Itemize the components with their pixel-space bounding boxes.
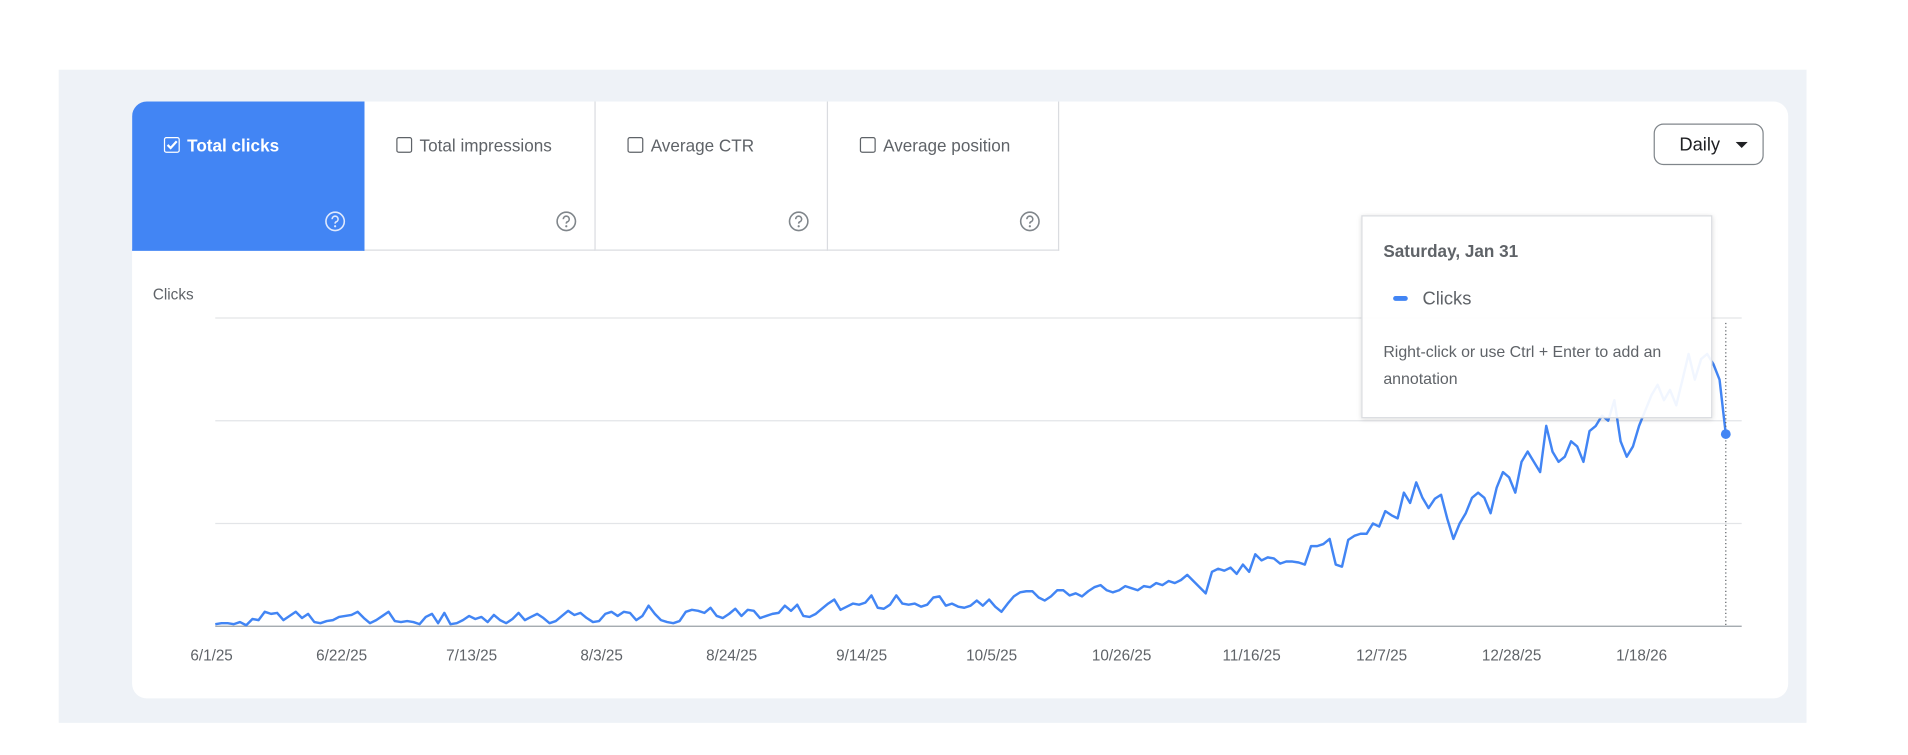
tab-label: Average CTR xyxy=(650,135,755,156)
x-tick-label: 11/16/25 xyxy=(1222,647,1280,664)
x-tick-label: 8/3/25 xyxy=(580,647,622,664)
tab-label: Total clicks xyxy=(187,135,280,156)
plot: Clicks 6/1/25 6/22/25 7/13/25 8/3/25 8/24/25… xyxy=(153,287,1742,664)
series-line xyxy=(215,352,1728,627)
granularity-dropdown[interactable]: Daily xyxy=(1653,123,1764,166)
checkbox xyxy=(163,136,180,153)
chart: Clicks 6/1/25 6/22/25 7/13/25 8/3/25 8/24/25… xyxy=(153,287,1742,664)
dropdown-label: Daily xyxy=(1679,134,1721,156)
tooltip-date: Saturday, Jan 31 xyxy=(1383,240,1519,261)
metric-tab[interactable]: Average CTR xyxy=(595,101,829,251)
tooltip: Saturday, Jan 31 Clicks Right-click or u… xyxy=(1361,215,1713,419)
x-tick-label: 1/18/26 xyxy=(1616,647,1667,664)
tab-label: Average position xyxy=(883,135,1011,156)
x-tick-label: 10/5/25 xyxy=(966,647,1017,664)
x-tick-label: 7/13/25 xyxy=(446,647,497,664)
y-axis-label: Clicks xyxy=(153,287,194,304)
hover-point xyxy=(1720,429,1731,439)
dropdown-arrow xyxy=(1735,141,1748,148)
metric-tab[interactable]: Average position xyxy=(828,101,1060,251)
help-icon[interactable] xyxy=(324,210,346,232)
tooltip-series: Clicks xyxy=(1422,288,1472,310)
x-tick-label: 6/22/25 xyxy=(316,647,367,664)
x-tick-label: 8/24/25 xyxy=(706,647,757,664)
checkbox xyxy=(627,136,644,153)
series-swatch xyxy=(1393,295,1408,301)
help-icon[interactable] xyxy=(788,210,810,232)
tooltip-hint: Right-click or use Ctrl + Enter to add a… xyxy=(1383,342,1662,388)
check-mark xyxy=(166,140,178,150)
help-icon[interactable] xyxy=(555,210,577,232)
checkbox xyxy=(859,136,876,153)
x-tick-label: 9/14/25 xyxy=(836,647,887,664)
x-tick-label: 10/26/25 xyxy=(1092,647,1151,664)
x-tick-label: 12/28/25 xyxy=(1482,647,1541,664)
metric-tab[interactable]: Total clicks xyxy=(132,101,365,251)
help-icon[interactable] xyxy=(1019,210,1041,232)
metric-tab[interactable]: Total impressions xyxy=(364,101,596,251)
x-tick-label: 12/7/25 xyxy=(1356,647,1407,664)
tab-label: Total impressions xyxy=(419,135,552,156)
checkbox xyxy=(396,136,413,153)
x-tick-label: 6/1/25 xyxy=(190,647,232,664)
performance-card: Clicks 6/1/25 6/22/25 7/13/25 8/3/25 8/24/25… xyxy=(132,101,1789,699)
